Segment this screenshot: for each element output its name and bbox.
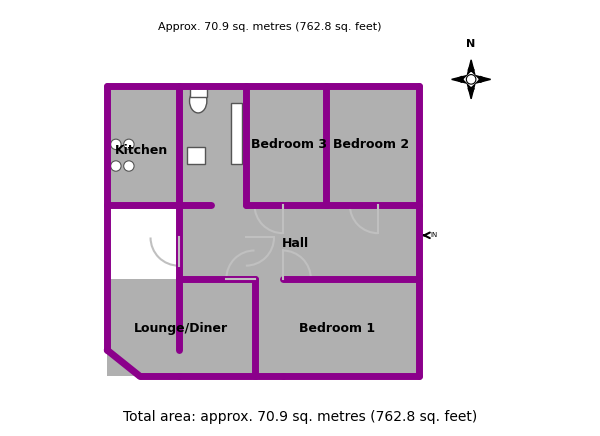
Bar [187, 146, 205, 164]
Bar [179, 205, 419, 279]
Ellipse shape [190, 89, 207, 113]
Polygon shape [464, 72, 478, 86]
Bar [107, 86, 179, 205]
Circle shape [110, 139, 121, 150]
Circle shape [124, 161, 134, 171]
Bar [246, 86, 326, 205]
Text: N: N [466, 39, 476, 49]
Text: Bedroom 3: Bedroom 3 [251, 138, 327, 151]
Text: Hall: Hall [282, 238, 309, 251]
Polygon shape [452, 60, 491, 99]
Text: Approx. 70.9 sq. metres (762.8 sq. feet): Approx. 70.9 sq. metres (762.8 sq. feet) [158, 22, 382, 32]
Bar [190, 88, 207, 97]
Text: Lounge/Diner: Lounge/Diner [134, 322, 228, 335]
Bar [107, 279, 254, 376]
Text: Total area: approx. 70.9 sq. metres (762.8 sq. feet): Total area: approx. 70.9 sq. metres (762… [123, 410, 477, 424]
Text: Bedroom 2: Bedroom 2 [334, 138, 410, 151]
Bar [326, 86, 419, 205]
Circle shape [466, 75, 476, 84]
Text: IN: IN [430, 232, 437, 238]
Text: Kitchen: Kitchen [115, 144, 169, 157]
Text: Bedroom 1: Bedroom 1 [299, 322, 375, 335]
Bar [230, 103, 242, 164]
Bar [254, 279, 419, 376]
Circle shape [124, 139, 134, 150]
Circle shape [110, 161, 121, 171]
Bar [179, 86, 246, 205]
